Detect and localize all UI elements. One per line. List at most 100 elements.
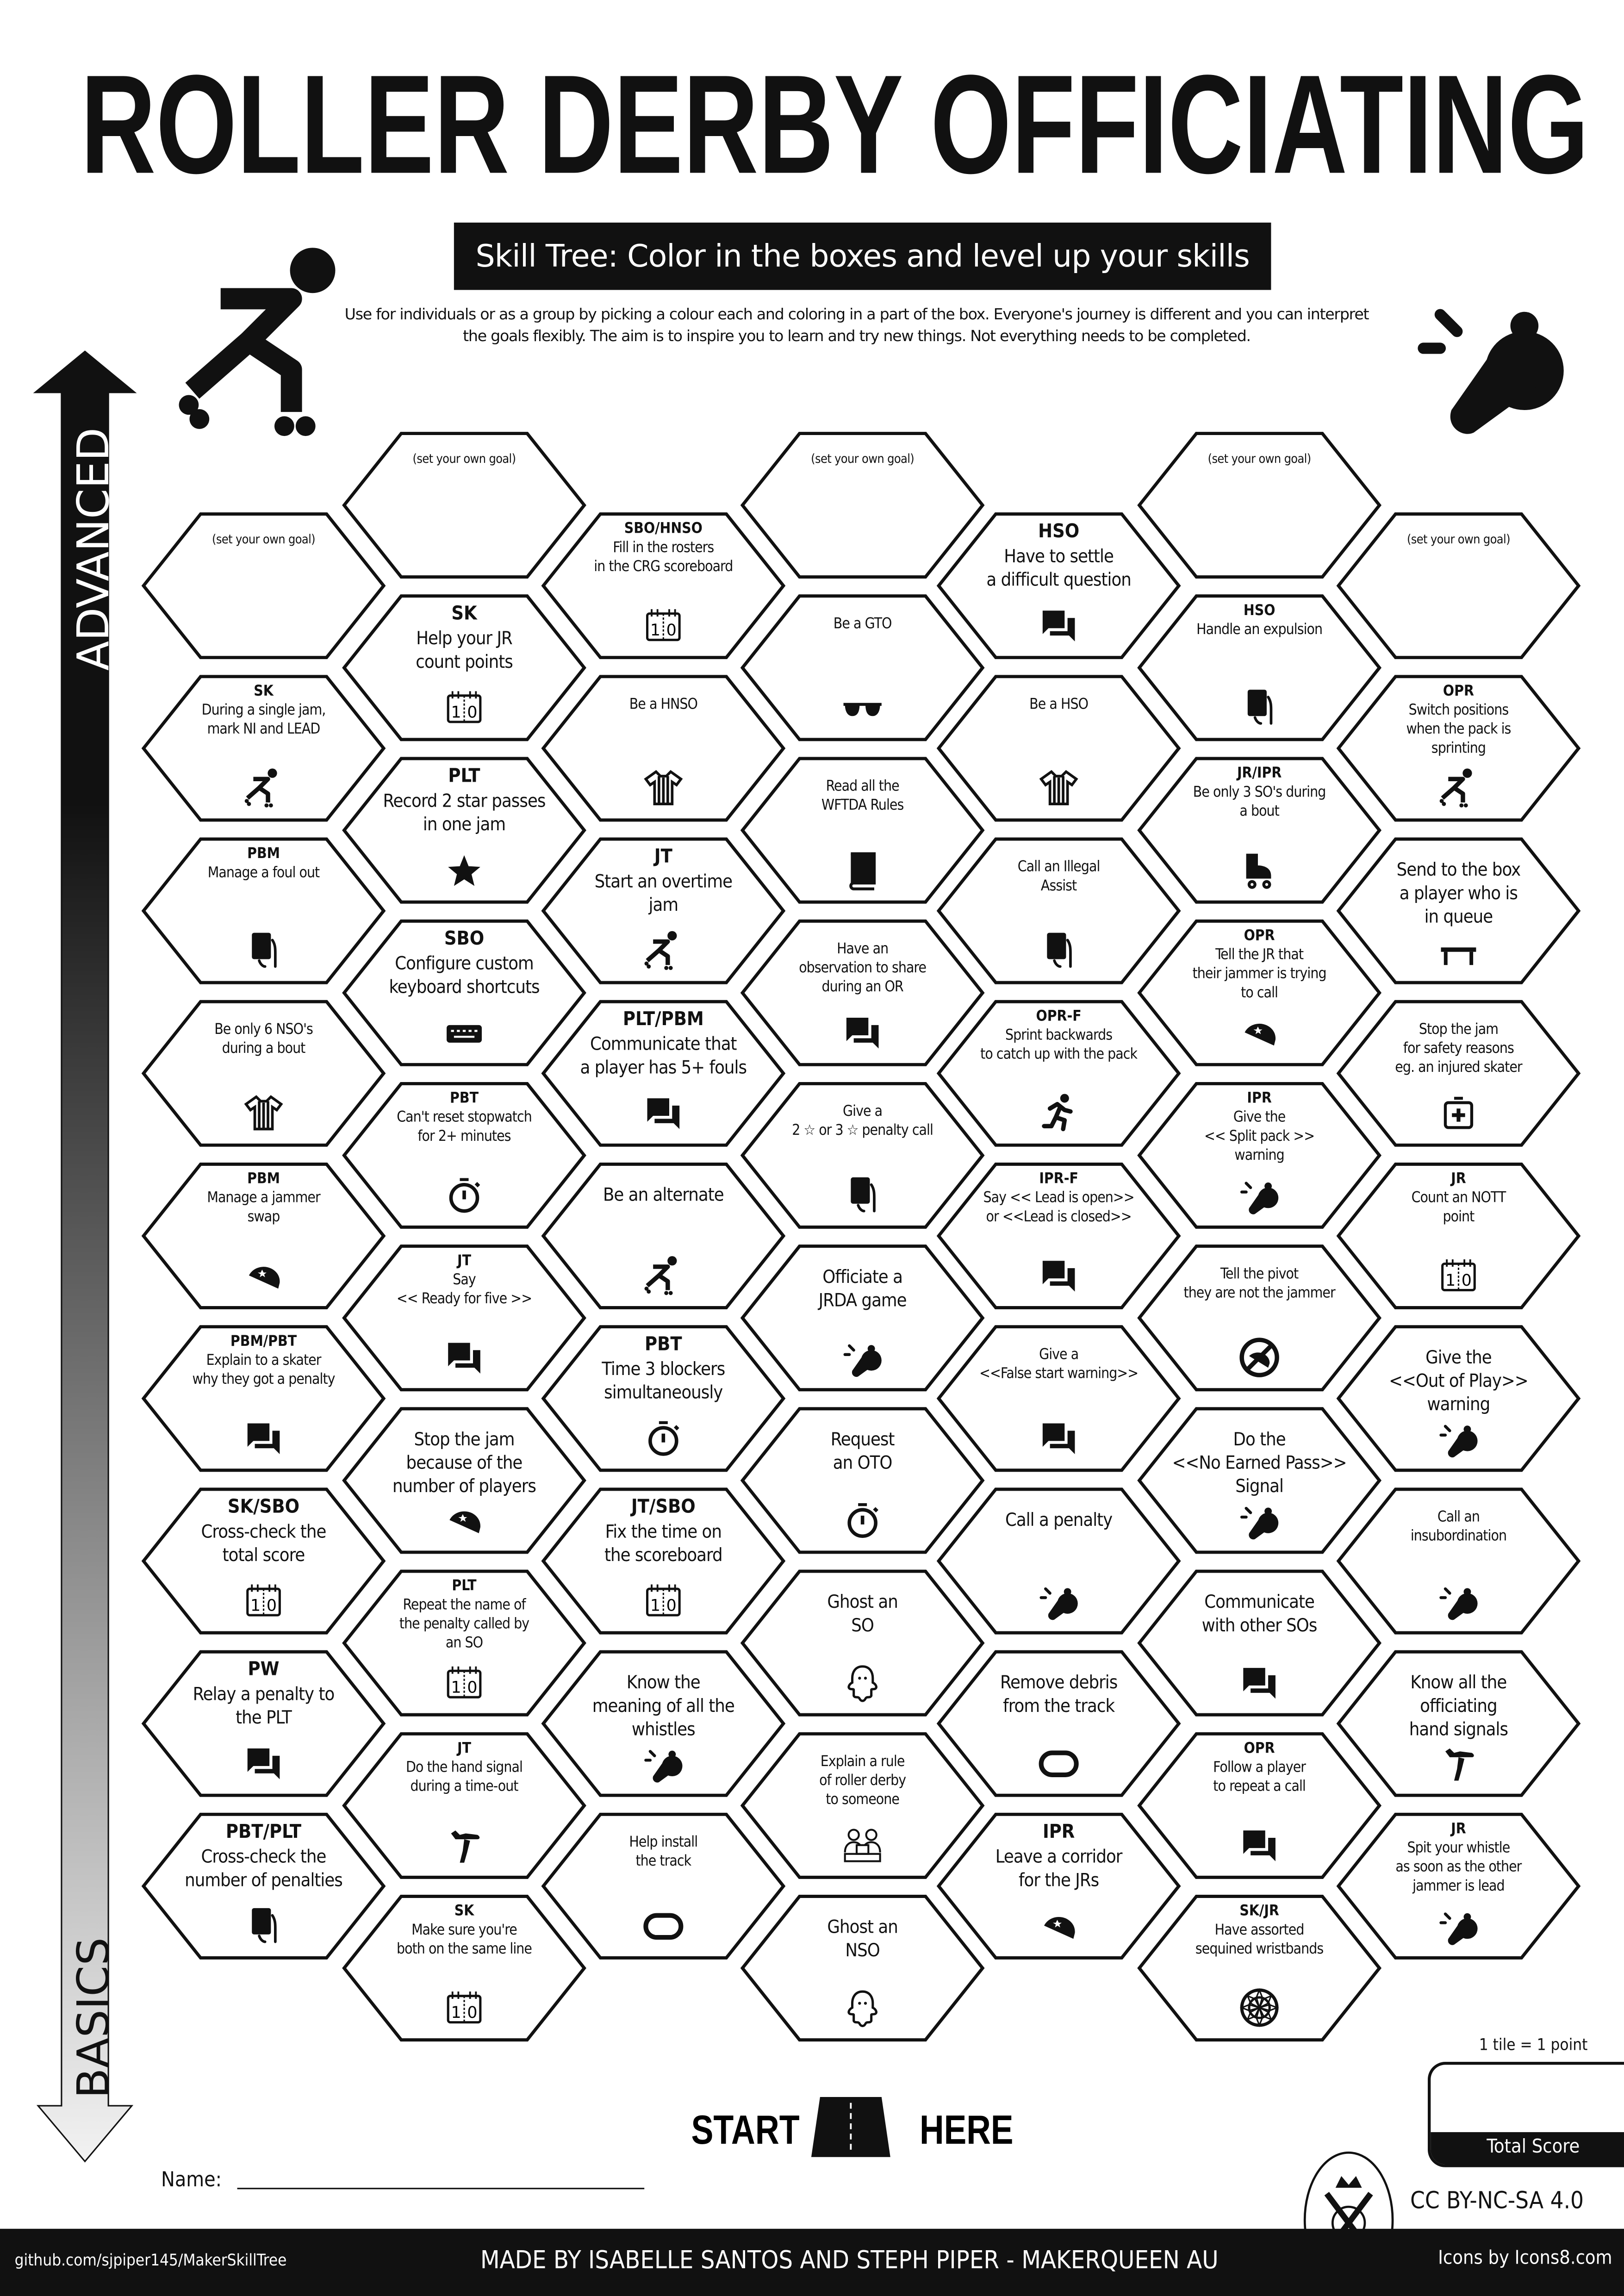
skill-tile[interactable]: Do the <<No Earned Pass>> Signal <box>1137 1407 1382 1554</box>
skill-tile[interactable]: Stop the jam because of the number of pl… <box>342 1407 586 1554</box>
skill-tile[interactable]: Have an observation to share during an O… <box>740 919 985 1066</box>
skill-tile[interactable]: PBM Manage a jammer swap <box>141 1162 386 1310</box>
tile-goal-text: Switch positions when the pack is sprint… <box>1406 703 1511 757</box>
skill-tile[interactable]: JR Spit your whistle as soon as the other… <box>1336 1812 1581 1960</box>
tile-goal-text: Can't reset stopwatch for 2+ minutes <box>397 1110 532 1145</box>
skill-tile[interactable]: SK Help your JR count points <box>342 594 586 741</box>
skill-tile[interactable]: Remove debris from the track <box>936 1650 1181 1797</box>
skill-tile[interactable]: OPR-F Sprint backwards to catch up with t… <box>936 1000 1181 1147</box>
tile-role: PBM <box>247 1171 280 1188</box>
scoreboard-icon <box>442 685 486 729</box>
penalty-card-icon <box>242 1904 286 1948</box>
skill-tile[interactable]: Give a 2 ☆ or 3 ☆ penalty call <box>740 1082 985 1229</box>
penalty-card-icon <box>840 1173 884 1217</box>
tile-role: HSO <box>1243 603 1276 620</box>
skill-tile[interactable]: Give a <<False start warning>> <box>936 1325 1181 1472</box>
skill-tile[interactable]: Be a HSO <box>936 675 1181 822</box>
skill-tile[interactable]: PW Relay a penalty to the PLT <box>141 1650 386 1797</box>
skill-tile[interactable]: Give the <<Out of Play>> warning <box>1336 1325 1581 1472</box>
skill-tile[interactable]: PLT/PBM Communicate that a player has 5+ … <box>541 1000 786 1147</box>
tile-goal-text: Say << Ready for five >> <box>396 1272 532 1308</box>
skill-tile[interactable]: Be a GTO <box>740 594 985 741</box>
skill-tile[interactable]: PBT/PLT Cross-check the number of penalti… <box>141 1812 386 1960</box>
chat-icon <box>641 1091 685 1135</box>
github-link[interactable]: github.com/sjpiper145/MakerSkillTree <box>14 2251 287 2270</box>
tile-goal-text: Configure custom keyboard shortcuts <box>389 952 540 997</box>
skill-tile[interactable]: Ghost an NSO <box>740 1895 985 2042</box>
skill-tile[interactable]: HSO Handle an expulsion <box>1137 594 1382 741</box>
skill-tile[interactable]: Be a HNSO <box>541 675 786 822</box>
skill-tile[interactable]: JR/IPR Be only 3 SO's during a bout <box>1137 757 1382 904</box>
skill-tile[interactable]: OPR Switch positions when the pack is spr… <box>1336 675 1581 822</box>
skill-tile[interactable]: Communicate with other SOs <box>1137 1569 1382 1717</box>
skill-tile[interactable]: SK During a single jam, mark NI and LEAD <box>141 675 386 822</box>
skill-tile[interactable]: Know the meaning of all the whistles <box>541 1650 786 1797</box>
skill-tile[interactable]: PLT Record 2 star passes in one jam <box>342 757 586 904</box>
custom-goal-tile[interactable]: (set your own goal) <box>342 432 586 579</box>
skill-tile[interactable]: PBT Time 3 blockers simultaneously <box>541 1325 786 1472</box>
tile-role: IPR <box>1042 1822 1075 1844</box>
custom-goal-tile[interactable]: (set your own goal) <box>1137 432 1382 579</box>
skill-tile[interactable]: PBT Can't reset stopwatch for 2+ minutes <box>342 1082 586 1229</box>
skill-tile[interactable]: Tell the pivot they are not the jammer <box>1137 1244 1382 1392</box>
skill-tile[interactable]: Call a penalty <box>936 1487 1181 1635</box>
skill-tile[interactable]: SK/JR Have assorted sequined wristbands <box>1137 1895 1382 2042</box>
tile-goal-text: Do the <<No Earned Pass>> Signal <box>1172 1427 1347 1497</box>
skill-tile[interactable]: Call an Illegal Assist <box>936 837 1181 984</box>
skill-tile[interactable]: Know all the officiating hand signals <box>1336 1650 1581 1797</box>
tile-goal-text: Call an insubordination <box>1410 1510 1507 1545</box>
chat-icon <box>1037 1253 1081 1297</box>
skill-tile[interactable]: Ghost an SO <box>740 1569 985 1717</box>
skill-tile[interactable]: Explain a rule of roller derby to someon… <box>740 1732 985 1879</box>
footer-bar: github.com/sjpiper145/MakerSkillTree MAD… <box>0 2228 1624 2296</box>
goal-placeholder: (set your own goal) <box>1406 533 1511 548</box>
skill-tile[interactable]: SK Make sure you're both on the same line <box>342 1895 586 2042</box>
skill-tile[interactable]: OPR Follow a player to repeat a call <box>1137 1732 1382 1879</box>
skill-tile[interactable]: JT/SBO Fix the time on the scoreboard <box>541 1487 786 1635</box>
skill-tile[interactable]: IPR Give the << Split pack >> warning <box>1137 1082 1382 1229</box>
tile-goal-text: Be only 6 NSO's during a bout <box>214 1022 313 1058</box>
skill-tile[interactable]: Call an insubordination <box>1336 1487 1581 1635</box>
skill-tile[interactable]: Be only 6 NSO's during a bout <box>141 1000 386 1147</box>
skill-tile[interactable]: Stop the jam for safety reasons eg. an i… <box>1336 1000 1581 1147</box>
name-field[interactable] <box>237 2188 645 2190</box>
tile-role: SK/SBO <box>227 1496 300 1519</box>
skill-tile[interactable]: JT Start an overtime jam <box>541 837 786 984</box>
skill-tile[interactable]: IPR-F Say << Lead is open>> or <<Lead is … <box>936 1162 1181 1310</box>
tile-goal-text: Stop the jam for safety reasons eg. an i… <box>1395 1022 1522 1076</box>
referee-shirt-icon <box>1037 766 1081 810</box>
skill-tile[interactable]: HSO Have to settle a difficult question <box>936 512 1181 660</box>
skill-tile[interactable]: PBM/PBT Explain to a skater why they got … <box>141 1325 386 1472</box>
svg-text:START: START <box>691 2107 799 2153</box>
scoreboard-icon <box>641 1579 685 1623</box>
tile-goal-text: Be a GTO <box>833 616 892 633</box>
custom-goal-tile[interactable]: (set your own goal) <box>1336 512 1581 660</box>
skill-tile[interactable]: PLT Repeat the name of the penalty called… <box>342 1569 586 1717</box>
skill-tile[interactable]: OPR Tell the JR that their jammer is tryi… <box>1137 919 1382 1066</box>
custom-goal-tile[interactable]: (set your own goal) <box>740 432 985 579</box>
skill-tile[interactable]: SK/SBO Cross-check the total score <box>141 1487 386 1635</box>
tile-goal-text: Request an OTO <box>830 1427 895 1474</box>
tile-goal-text: Manage a foul out <box>207 865 320 882</box>
tile-role: IPR <box>1247 1091 1272 1108</box>
skill-tile[interactable]: SBO/HNSO Fill in the rosters in the CRG s… <box>541 512 786 660</box>
skill-tile[interactable]: JT Say << Ready for five >> <box>342 1244 586 1392</box>
skill-tile[interactable]: JT Do the hand signal during a time-out <box>342 1732 586 1879</box>
icons-credit[interactable]: Icons by Icons8.com <box>1438 2247 1612 2270</box>
stopwatch-icon <box>840 1498 884 1542</box>
intro-text: Use for individuals or as a group by pic… <box>344 306 1369 346</box>
skill-tile[interactable]: PBM Manage a foul out <box>141 837 386 984</box>
skill-tile[interactable]: Read all the WFTDA Rules <box>740 757 985 904</box>
skill-tile[interactable]: JR Count an NOTT point <box>1336 1162 1581 1310</box>
skill-tile[interactable]: Help install the track <box>541 1812 786 1960</box>
skill-tile[interactable]: Be an alternate <box>541 1162 786 1310</box>
tile-goal-text: Ghost an NSO <box>827 1915 898 1961</box>
total-score-box[interactable]: Total Score <box>1427 2062 1624 2167</box>
tile-goal-text: Do the hand signal during a time-out <box>406 1760 523 1796</box>
skill-tile[interactable]: Officiate a JRDA game <box>740 1244 985 1392</box>
custom-goal-tile[interactable]: (set your own goal) <box>141 512 386 660</box>
skill-tile[interactable]: IPR Leave a corridor for the JRs <box>936 1812 1181 1960</box>
skill-tile[interactable]: SBO Configure custom keyboard shortcuts <box>342 919 586 1066</box>
skill-tile[interactable]: Request an OTO <box>740 1407 985 1554</box>
skill-tile[interactable]: Send to the box a player who is in queue <box>1336 837 1581 984</box>
